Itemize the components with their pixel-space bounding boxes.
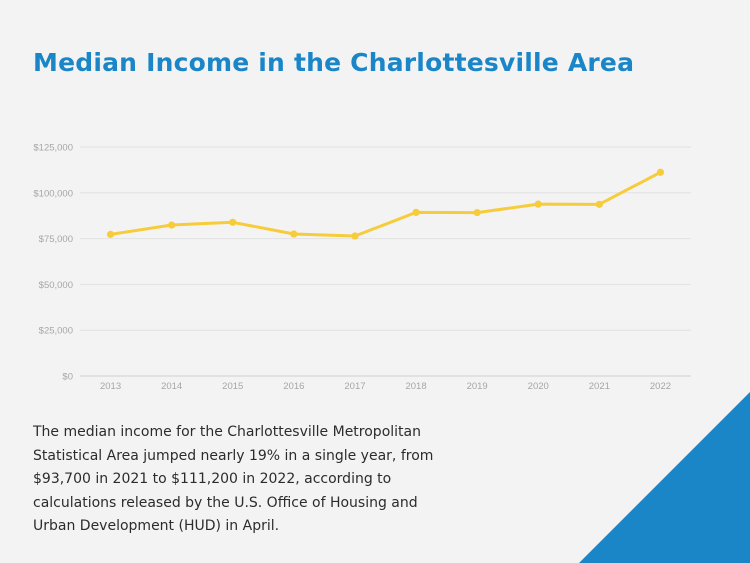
series	[106, 168, 665, 240]
y-tick-label: $125,000	[33, 143, 73, 154]
x-tick-label: 2015	[222, 381, 243, 392]
data-point	[351, 232, 359, 240]
x-tick-label: 2017	[344, 381, 365, 392]
data-point	[473, 208, 481, 217]
y-tick-label: $100,000	[33, 188, 73, 199]
y-tick-label: $25,000	[39, 326, 73, 337]
x-tick-label: 2016	[283, 381, 304, 392]
x-tick-label: 2018	[405, 381, 426, 392]
x-tick-label: 2013	[100, 381, 121, 392]
description-text: The median income for the Charlottesvill…	[33, 424, 434, 534]
series-line	[109, 170, 662, 238]
data-point	[290, 230, 298, 238]
gridlines	[80, 146, 691, 377]
data-point	[106, 230, 115, 238]
x-tick-label: 2021	[589, 381, 610, 392]
data-point	[595, 200, 603, 208]
y-tick-label: $75,000	[39, 234, 73, 245]
y-tick-label: $0	[62, 372, 73, 383]
data-point	[534, 200, 542, 208]
x-tick-label: 2022	[650, 381, 671, 392]
data-point	[229, 218, 237, 226]
data-point	[412, 208, 420, 217]
data-point	[656, 168, 665, 176]
y-tick-label: $50,000	[39, 280, 73, 291]
chart-title: Median Income in the Charlottesville Are…	[33, 48, 635, 77]
x-tick-label: 2019	[467, 381, 488, 392]
axes: $0 $25,000 $50,000 $75,000 $100,000 $125,000 2…	[33, 143, 671, 393]
x-tick-label: 2020	[528, 381, 549, 392]
data-point	[168, 221, 176, 229]
x-tick-label: 2014	[161, 381, 182, 392]
